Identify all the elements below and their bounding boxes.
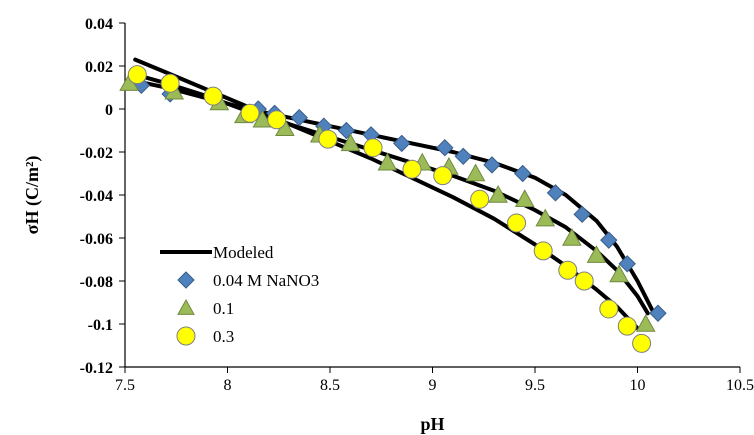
data-markers	[119, 65, 667, 353]
triangle-point	[635, 313, 656, 332]
diamond-point	[483, 156, 501, 174]
legend-label: Modeled	[213, 243, 274, 262]
circle-point	[558, 260, 578, 280]
circle-point	[402, 159, 422, 179]
circle-point	[533, 241, 553, 261]
legend-triangle-swatch	[177, 298, 195, 315]
circle-point	[617, 316, 637, 336]
legend-label: 0.1	[213, 299, 234, 318]
diamond-point	[290, 108, 308, 127]
diamond-point	[454, 147, 472, 166]
circle-point	[267, 110, 287, 130]
diamond-point	[436, 138, 454, 157]
circle-point	[632, 333, 652, 353]
triangle-point	[377, 152, 398, 171]
tick-labels: 7.5 8 8.5 9 9.5 10 10.5 0.04 0.02 0 -0.02 -0.04 -0.0…	[80, 16, 754, 394]
y-tick-label: -0.06	[80, 231, 113, 248]
diamond-point	[649, 304, 667, 322]
y-tick-label: -0.02	[80, 145, 113, 162]
triangle-point	[340, 133, 361, 152]
x-tick-label: 10.5	[726, 377, 754, 394]
circle-point	[507, 213, 527, 233]
diamond-point	[618, 255, 636, 273]
x-tick-label: 10	[630, 377, 646, 394]
diamond-point	[573, 205, 591, 224]
y-tick-label: -0.12	[80, 360, 113, 377]
circle-point	[363, 138, 383, 158]
diamond-point	[600, 231, 618, 249]
circle-point	[127, 65, 147, 85]
triangle-point	[514, 189, 535, 207]
x-tick-label: 8	[224, 377, 232, 394]
y-tick-label: -0.04	[80, 188, 113, 205]
axes	[119, 22, 741, 373]
triangle-point	[252, 109, 273, 128]
x-tick-label: 9.5	[525, 377, 545, 394]
triangle-point	[488, 184, 508, 203]
y-tick-label: 0.02	[85, 59, 113, 76]
triangle-point	[586, 245, 607, 263]
y-tick-label: 0	[105, 102, 113, 119]
diamond-point	[393, 134, 411, 153]
circle-point	[160, 73, 180, 93]
y-tick-label: -0.08	[80, 274, 113, 291]
x-tick-label: 7.5	[115, 377, 135, 394]
legend-diamond-swatch	[177, 271, 195, 289]
diamond-point	[546, 184, 565, 202]
y-tick-label: 0.04	[85, 16, 113, 33]
triangle-point	[535, 208, 556, 227]
x-tick-label: 9	[429, 377, 437, 394]
legend-label: 0.3	[213, 327, 234, 346]
triangle-point	[562, 227, 582, 246]
modeled-line	[133, 72, 650, 316]
circle-point	[318, 129, 338, 149]
triangle-point	[609, 264, 629, 283]
x-tick-label: 8.5	[320, 377, 340, 394]
y-tick-label: -0.1	[88, 317, 113, 334]
circle-point	[203, 86, 223, 106]
legend-circle-swatch	[176, 326, 196, 346]
legend-label: 0.04 M NaNO3	[213, 271, 319, 290]
circle-point	[470, 189, 490, 209]
circle-point	[599, 299, 619, 319]
circle-point	[433, 166, 453, 186]
circle-point	[240, 103, 260, 123]
circle-point	[574, 271, 594, 291]
diamond-point	[513, 164, 532, 183]
triangle-point	[465, 163, 486, 182]
legend: Modeled 0.04 M NaNO3 0.1 0.3	[160, 243, 319, 346]
x-axis-title: pH	[420, 414, 444, 434]
y-axis-title: σH (C/m²)	[22, 156, 43, 235]
